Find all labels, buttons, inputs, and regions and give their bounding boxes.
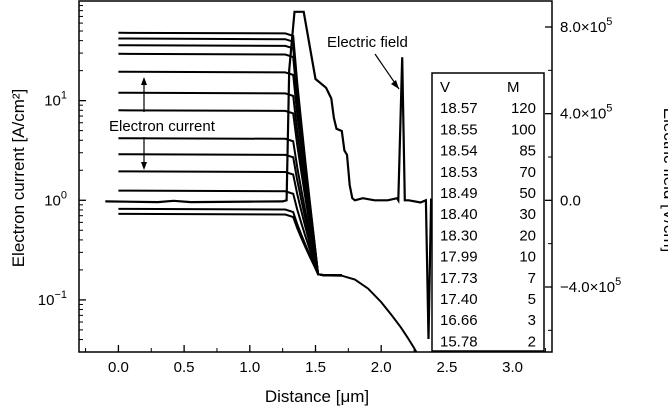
table-cell-v: 16.66: [440, 312, 478, 329]
electron-current-line: [118, 212, 342, 277]
multiplication-table: V M 18.57 120 18.55 100 18.54 85 18.53 70 18.49 50 1…: [431, 72, 545, 352]
x-tick-label: 1.0: [239, 359, 260, 376]
current-series-group: [118, 31, 342, 277]
table-cell-v: 17.40: [440, 291, 478, 308]
table-cell-m: 50: [519, 185, 536, 202]
table-cell-m: 10: [519, 249, 536, 266]
electric-field-line: [105, 10, 441, 340]
table-cell-v: 17.73: [440, 270, 478, 287]
y-right-axis: 8.0×105 4.0×105 0.0 −4.0×105: [545, 16, 621, 331]
electric-field-annotation: Electric field: [327, 34, 408, 51]
y-right-tick-label: 8.0×105: [560, 16, 612, 36]
table-cell-v: 15.78: [440, 333, 478, 350]
x-tick-label: 2.0: [371, 359, 392, 376]
table-cell-m: 20: [519, 227, 536, 244]
y-left-axis-label: Electron current [A/cm²]: [9, 89, 28, 268]
x-tick-label: 3.0: [502, 359, 523, 376]
table-cell-m: 120: [511, 100, 536, 117]
y-right-tick-label: 0.0: [560, 192, 581, 209]
table-header-v: V: [440, 79, 450, 96]
electron-current-annotation: Electron current: [109, 118, 216, 135]
table-cell-m: 100: [511, 121, 536, 138]
x-axis-label: Distance [μm]: [265, 387, 369, 406]
table-cell-m: 7: [528, 270, 536, 287]
table-cell-m: 5: [528, 291, 536, 308]
x-tick-label: 2.5: [436, 359, 457, 376]
electron-current-arrowhead-up: [141, 77, 147, 85]
table-cell-v: 17.99: [440, 249, 478, 266]
x-axis: 0.0 0.5 1.0 1.5 2.0 2.5 3.0: [85, 345, 546, 376]
table-header-m: M: [507, 79, 520, 96]
electric-field-arrowhead: [391, 80, 399, 89]
table-cell-m: 3: [528, 312, 536, 329]
x-tick-label: 0.0: [108, 359, 129, 376]
x-tick-label: 0.5: [174, 359, 195, 376]
table-cell-m: 2: [528, 333, 536, 350]
table-cell-v: 18.54: [440, 143, 478, 160]
table-cell-v: 18.57: [440, 100, 478, 117]
y-left-tick-label: 100: [44, 189, 67, 209]
y-left-tick-label: 101: [44, 90, 67, 110]
y-right-tick-label: 4.0×105: [560, 103, 612, 123]
table-cell-v: 18.53: [440, 164, 478, 181]
table-box: [431, 72, 545, 352]
y-left-tick-label: 10−1: [38, 289, 67, 309]
table-cell-v: 18.40: [440, 206, 478, 223]
table-cell-v: 18.49: [440, 185, 478, 202]
y-left-axis: 10−1 100 101: [38, 5, 86, 353]
electron-current-arrowhead-down: [141, 162, 147, 170]
table-cell-m: 85: [519, 143, 536, 160]
table-cell-v: 18.55: [440, 121, 478, 138]
table-cell-v: 18.30: [440, 227, 478, 244]
y-right-axis-label: Electric field [V/cm]: [660, 108, 668, 253]
table-cell-m: 70: [519, 164, 536, 181]
x-tick-label: 1.5: [305, 359, 326, 376]
y-right-tick-label: −4.0×105: [560, 276, 621, 296]
falling-branch-line: [322, 274, 418, 352]
table-cell-m: 30: [519, 206, 536, 223]
